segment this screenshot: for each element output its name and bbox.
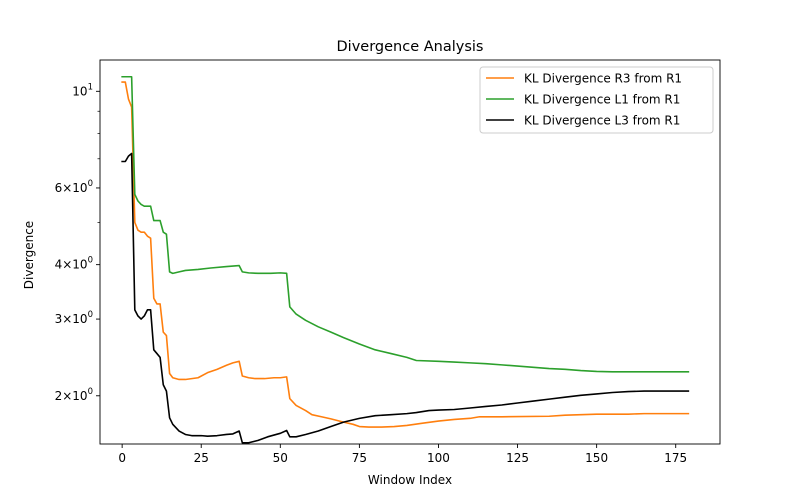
legend: KL Divergence R3 from R1 KL Divergence L1… bbox=[479, 66, 714, 134]
series-line-3 bbox=[121, 152, 690, 444]
y-tick-label: 6×100 bbox=[55, 179, 93, 195]
y-tick-label: 3×100 bbox=[55, 310, 93, 326]
axes-layer: 0 25 50 75 100 125 150 1751016×1004×1003×1002×1… bbox=[55, 59, 721, 465]
y-axis-label: Divergence bbox=[22, 221, 36, 289]
y-tick-label: 2×100 bbox=[55, 387, 93, 403]
x-tick-label: 75 bbox=[352, 451, 367, 465]
series-layer bbox=[121, 75, 690, 444]
legend-label-3: KL Divergence L3 from R1 bbox=[524, 114, 680, 128]
x-tick-label: 175 bbox=[664, 451, 687, 465]
series-line-1 bbox=[121, 81, 690, 428]
x-tick-label: 0 bbox=[118, 451, 126, 465]
chart-title: Divergence Analysis bbox=[337, 39, 484, 55]
y-tick-label: 4×100 bbox=[55, 256, 93, 272]
legend-label-1: KL Divergence R3 from R1 bbox=[524, 72, 682, 86]
axes-frame bbox=[99, 59, 721, 445]
x-tick-label: 50 bbox=[273, 451, 288, 465]
x-axis-label: Window Index bbox=[368, 473, 452, 487]
legend-label-2: KL Divergence L1 from R1 bbox=[524, 93, 680, 107]
series-line-2 bbox=[121, 75, 690, 373]
x-tick-label: 150 bbox=[585, 451, 608, 465]
x-tick-label: 100 bbox=[427, 451, 450, 465]
legend-box bbox=[479, 66, 714, 134]
x-tick-label: 125 bbox=[506, 451, 529, 465]
x-tick-label: 25 bbox=[194, 451, 209, 465]
